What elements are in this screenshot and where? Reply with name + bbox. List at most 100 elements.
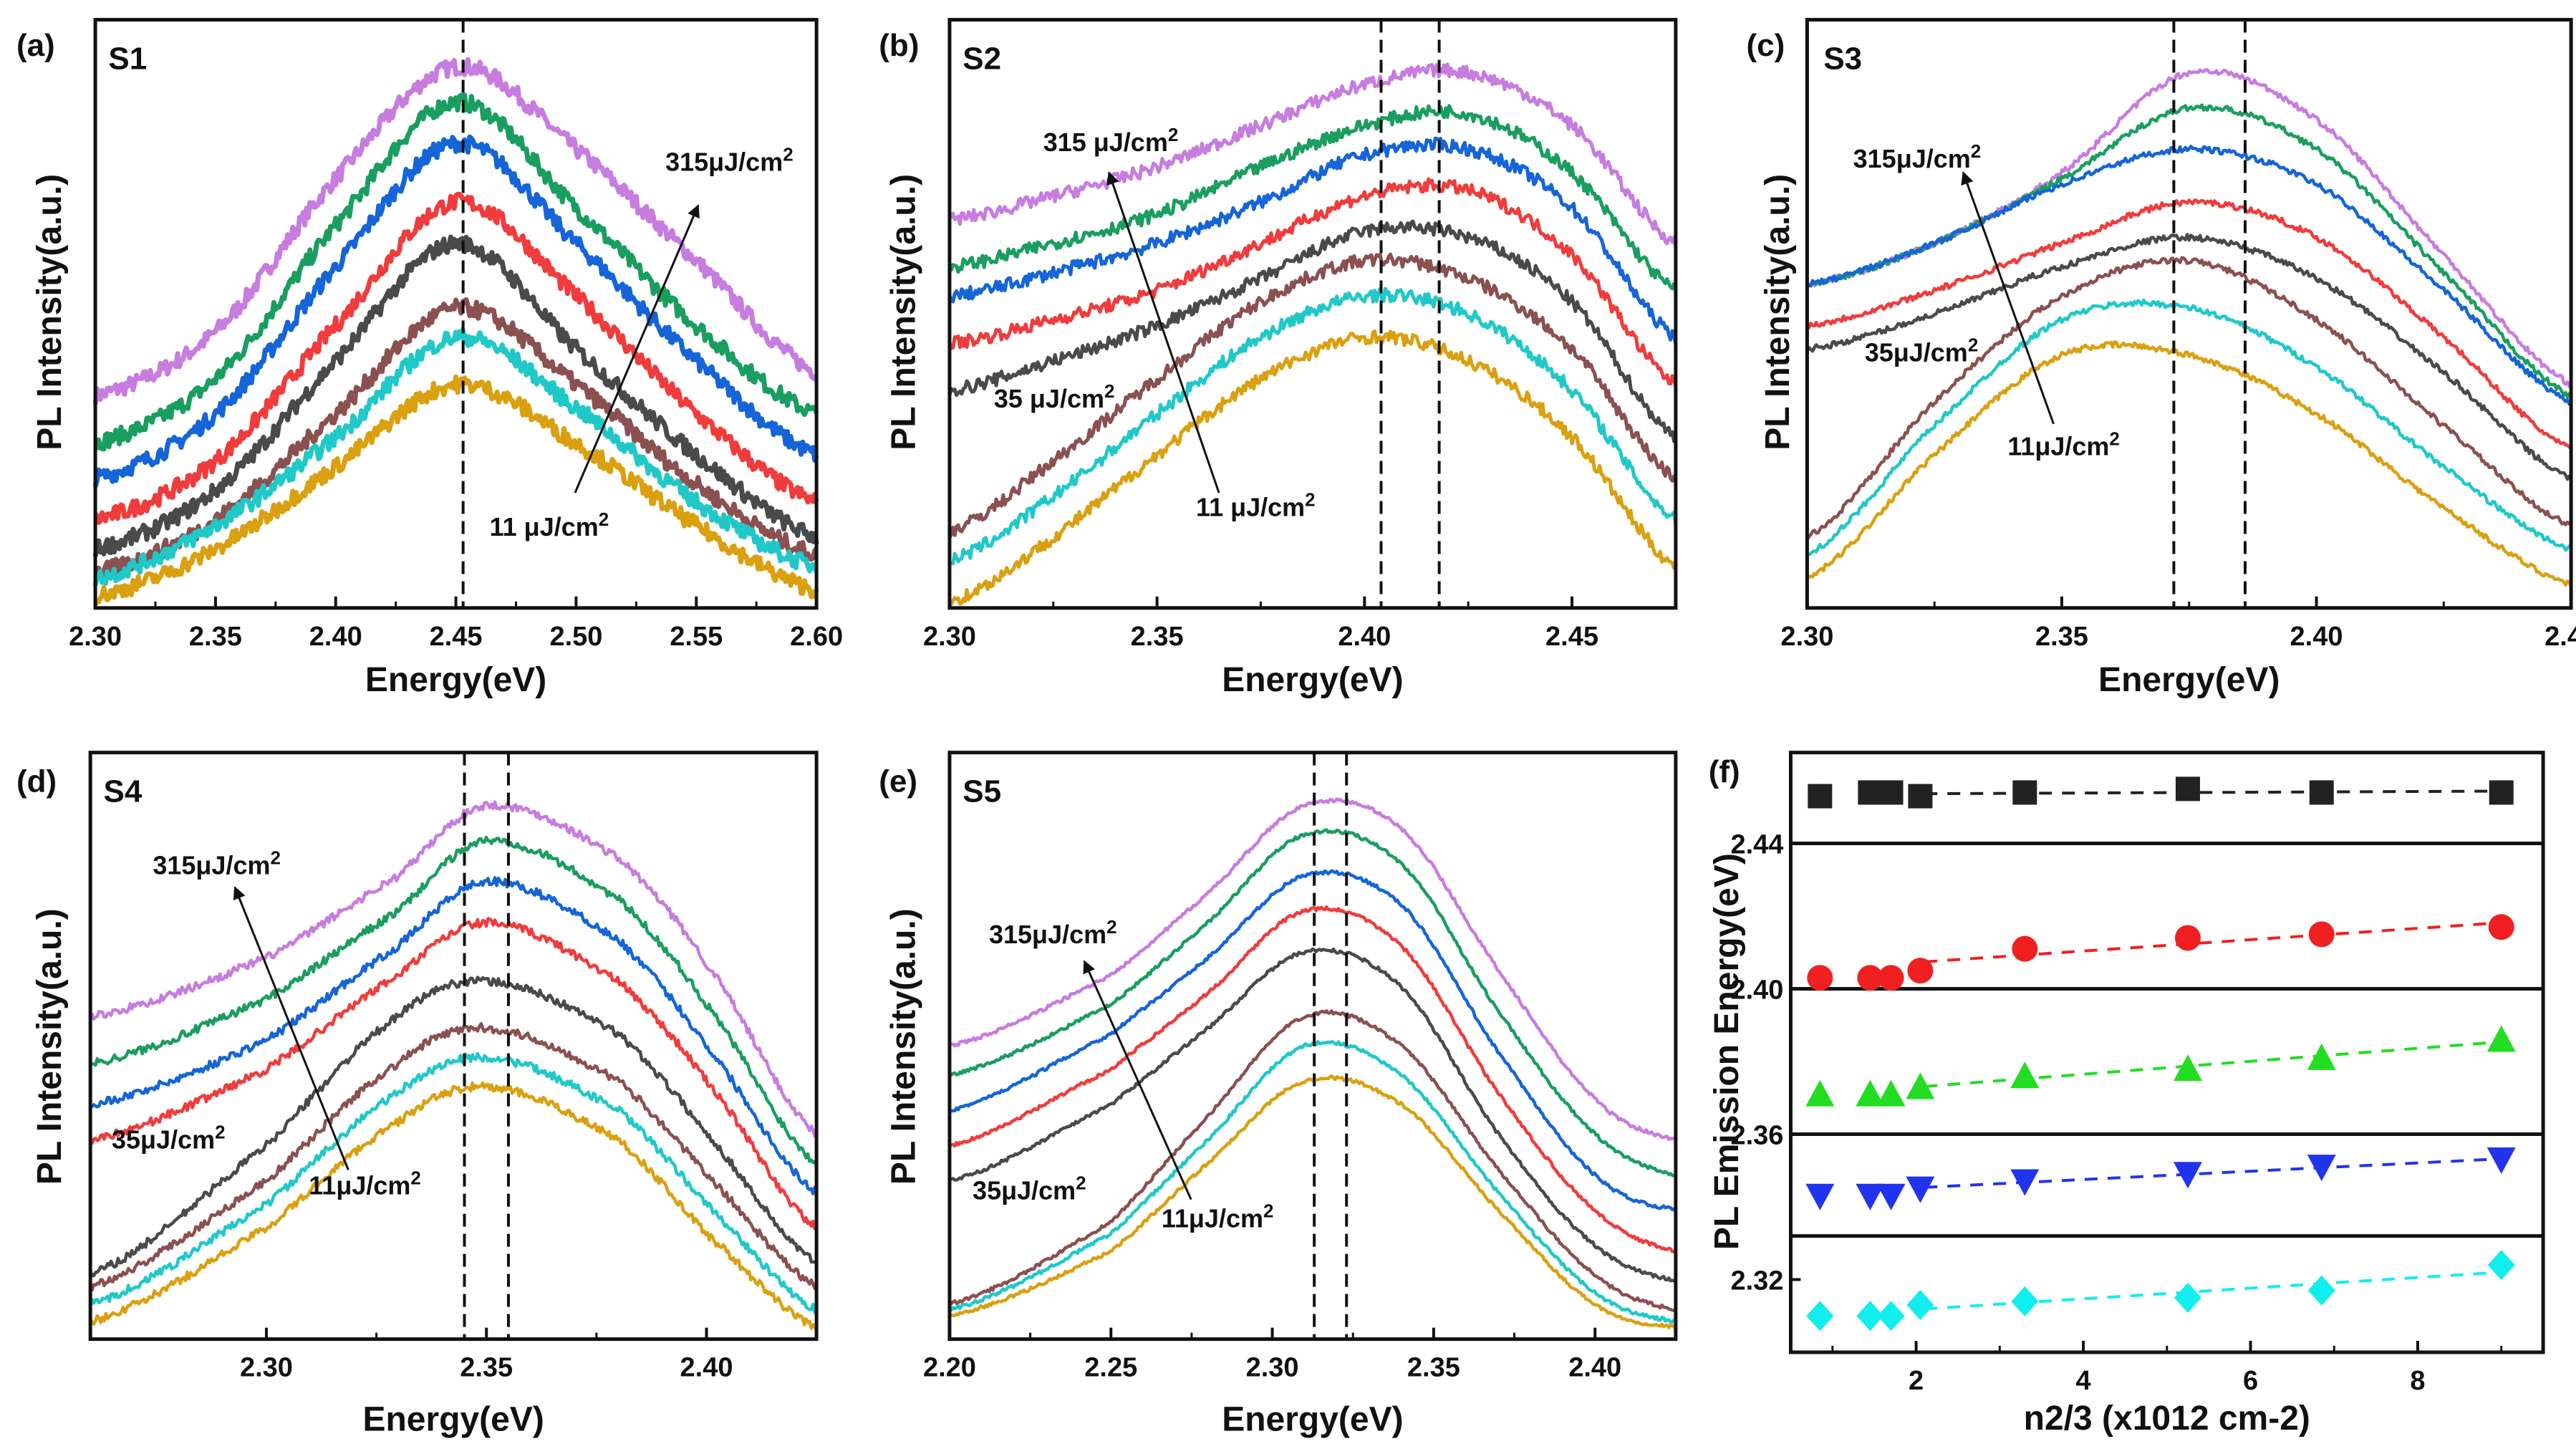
superscript: 2 xyxy=(1968,334,1978,356)
spectrum-line xyxy=(948,287,1678,566)
x-tick-label: 2.35 xyxy=(460,1353,513,1383)
x-tick-label: 2.35 xyxy=(1131,622,1184,652)
spectrum-line xyxy=(1805,298,2572,557)
y-tick-label: 2.44 xyxy=(1730,830,1783,860)
x-tick-label: 2.25 xyxy=(1084,1353,1137,1383)
x-tick-label: 2.20 xyxy=(923,1353,976,1383)
square-marker xyxy=(2175,776,2200,801)
y-axis-title: PL Intensity(a.u.) xyxy=(31,908,69,1185)
x-tick-label: 2.45 xyxy=(430,622,483,652)
spectrum-line xyxy=(92,234,819,557)
diamond-marker xyxy=(2487,1250,2515,1281)
fluence-annotation: 35μJ/cm2 xyxy=(1865,334,1979,367)
y-tick-label: 2.36 xyxy=(1730,1120,1783,1150)
spectrum-line xyxy=(1805,256,2572,541)
x-tick-label: 2.60 xyxy=(790,622,843,652)
spectrum-line xyxy=(1805,340,2573,587)
fit-line xyxy=(1924,789,2502,796)
superscript: 2 xyxy=(599,509,609,530)
diamond-marker xyxy=(1806,1301,1834,1332)
fluence-annotation: 315μJ/cm2 xyxy=(989,916,1117,949)
fit-line xyxy=(1924,1040,2502,1088)
x-axis-title: n2/3 (x1012 cm-2) xyxy=(2024,1400,2310,1438)
fluence-annotation: 315 μJ/cm2 xyxy=(1043,124,1179,157)
x-axis-title: Energy(eV) xyxy=(365,661,546,699)
panel-s1 xyxy=(92,18,819,610)
y-axis-title: PL Intensity(a.u.) xyxy=(31,174,69,451)
x-tick-label: 2.30 xyxy=(1246,1353,1299,1383)
spectrum-line xyxy=(89,976,818,1278)
spectrum-line xyxy=(89,1081,819,1332)
superscript: 2 xyxy=(410,1167,420,1189)
y-tick-label: 2.32 xyxy=(1730,1266,1783,1296)
x-tick-label: 2 xyxy=(1909,1366,1924,1396)
superscript: 2 xyxy=(783,144,793,165)
triangle-down-marker xyxy=(1856,1183,1885,1210)
spectrum-line xyxy=(947,62,1678,248)
y-axis-title: PL Intensity(a.u.) xyxy=(1759,174,1797,451)
spectrum-line xyxy=(948,905,1677,1253)
x-tick-label: 2.55 xyxy=(670,622,723,652)
spectrum-line xyxy=(948,869,1677,1213)
spectrum-line xyxy=(89,1051,817,1314)
square-marker xyxy=(2012,780,2037,805)
spectrum-line xyxy=(93,297,819,580)
plot-frame xyxy=(947,751,1678,1342)
fluence-annotation: 35μJ/cm2 xyxy=(973,1173,1086,1205)
plot-frame xyxy=(88,751,819,1342)
spectrum-line xyxy=(947,219,1678,443)
fluence-arrow xyxy=(574,204,700,494)
fluence-annotation: 315μJ/cm2 xyxy=(665,144,793,177)
superscript: 2 xyxy=(1104,380,1114,402)
square-marker xyxy=(1908,784,1933,809)
circle-marker xyxy=(1857,965,1883,991)
x-axis-title: Energy(eV) xyxy=(362,1400,544,1438)
x-tick-label: 2.40 xyxy=(1338,622,1391,652)
spectrum-line xyxy=(947,177,1678,387)
superscript: 2 xyxy=(1263,1200,1273,1222)
x-axis-title: Energy(eV) xyxy=(1222,1400,1403,1438)
superscript: 2 xyxy=(270,847,280,868)
superscript: 2 xyxy=(1305,488,1315,510)
x-tick-label: 6 xyxy=(2243,1366,2258,1396)
x-axis-title: Energy(eV) xyxy=(1222,661,1403,699)
spectrum-line xyxy=(949,797,1677,1141)
triangle-up-marker xyxy=(1805,1079,1835,1107)
triangle-up-marker xyxy=(1876,1079,1906,1107)
fluence-arrow xyxy=(1106,171,1220,494)
fluence-annotation: 11μJ/cm2 xyxy=(2007,428,2120,461)
spectrum-line xyxy=(947,136,1678,345)
panel-label: (f) xyxy=(1709,754,1740,789)
panel-label: (a) xyxy=(16,28,55,63)
x-tick-label: 2.30 xyxy=(923,622,976,652)
triangle-up-marker xyxy=(2307,1043,2336,1070)
x-tick-label: 2.40 xyxy=(309,622,362,652)
sample-label: S5 xyxy=(963,774,1001,809)
y-axis-title: PL Emission Energy(eV) xyxy=(1708,853,1746,1250)
superscript: 2 xyxy=(1971,140,1981,162)
triangle-down-marker xyxy=(2173,1162,2202,1189)
circle-marker xyxy=(2174,925,2201,951)
spectrum-line xyxy=(93,92,819,452)
triangle-up-marker xyxy=(1906,1072,1935,1099)
sample-label: S2 xyxy=(963,41,1001,76)
x-tick-label: 2.40 xyxy=(2290,622,2343,652)
panel-s5 xyxy=(947,751,1678,1342)
x-tick-label: 2.35 xyxy=(189,622,242,652)
circle-marker xyxy=(2012,935,2038,962)
panel-label: (e) xyxy=(879,764,917,799)
x-tick-label: 2.40 xyxy=(1568,1353,1621,1383)
diamond-marker xyxy=(1856,1301,1884,1332)
x-tick-label: 2.45 xyxy=(2544,622,2576,652)
spectrum-line xyxy=(948,329,1678,607)
fit-line xyxy=(1924,1157,2502,1189)
square-marker xyxy=(1808,784,1833,809)
diamond-marker xyxy=(2307,1275,2335,1306)
triangle-down-marker xyxy=(2486,1147,2516,1175)
square-marker xyxy=(1858,780,1883,805)
sample-label: S1 xyxy=(108,41,147,76)
spectrum-line xyxy=(1806,144,2573,406)
spectrum-line xyxy=(89,876,819,1195)
superscript: 2 xyxy=(1076,1173,1086,1194)
x-tick-label: 2.30 xyxy=(69,622,122,652)
